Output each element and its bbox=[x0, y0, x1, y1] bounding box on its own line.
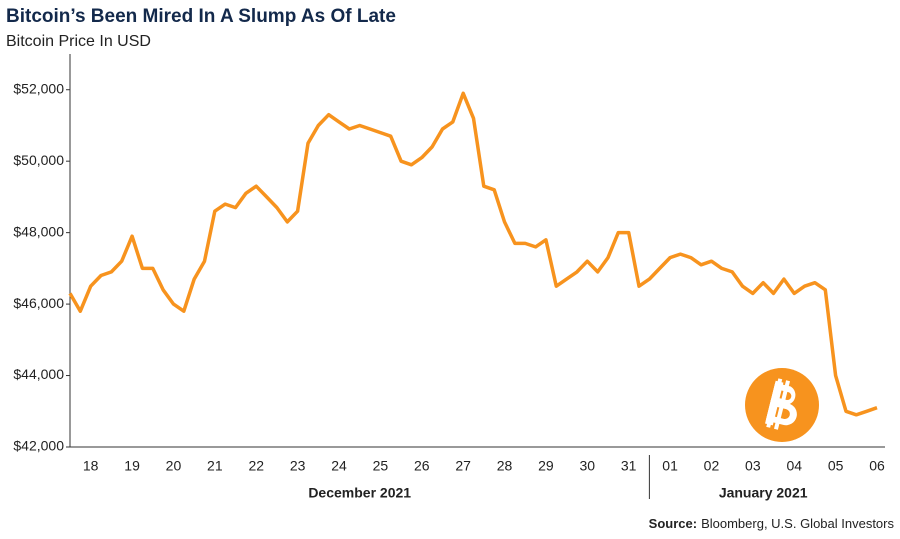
x-tick-label: 31 bbox=[621, 458, 637, 474]
x-tick-label: 03 bbox=[745, 458, 761, 474]
x-tick-label: 25 bbox=[373, 458, 389, 474]
chart-subtitle: Bitcoin Price In USD bbox=[6, 33, 151, 50]
x-tick-label: 24 bbox=[331, 458, 347, 474]
bitcoin-logo bbox=[745, 368, 819, 442]
x-tick-label: 19 bbox=[124, 458, 140, 474]
source: Source: Bloomberg, U.S. Global Investors bbox=[649, 516, 895, 531]
x-tick-label: 04 bbox=[786, 458, 802, 474]
x-tick-label: 23 bbox=[290, 458, 306, 474]
x-tick-label: 05 bbox=[828, 458, 844, 474]
x-tick-label: 30 bbox=[580, 458, 596, 474]
y-tick-label: $42,000 bbox=[13, 438, 64, 454]
x-tick-label: 22 bbox=[248, 458, 264, 474]
x-tick-label: 06 bbox=[869, 458, 885, 474]
source-text: Bloomberg, U.S. Global Investors bbox=[701, 516, 894, 531]
x-group-label: January 2021 bbox=[719, 485, 808, 501]
chart-title: Bitcoin’s Been Mired In A Slump As Of La… bbox=[6, 6, 396, 27]
x-tick-label: 29 bbox=[538, 458, 554, 474]
x-group-label: December 2021 bbox=[308, 485, 411, 501]
x-tick-label: 28 bbox=[497, 458, 513, 474]
price-line bbox=[68, 91, 878, 417]
source-label: Source: bbox=[649, 516, 697, 531]
x-tick-label: 02 bbox=[704, 458, 720, 474]
x-tick-label: 18 bbox=[83, 458, 99, 474]
y-tick-label: $52,000 bbox=[13, 80, 64, 96]
y-tick-label: $50,000 bbox=[13, 152, 64, 168]
x-tick-label: 26 bbox=[414, 458, 430, 474]
x-tick-label: 01 bbox=[662, 458, 678, 474]
y-tick-label: $46,000 bbox=[13, 295, 64, 311]
x-tick-label: 21 bbox=[207, 458, 223, 474]
y-tick-label: $48,000 bbox=[13, 223, 64, 239]
x-tick-label: 20 bbox=[166, 458, 182, 474]
x-tick-label: 27 bbox=[455, 458, 471, 474]
y-tick-label: $44,000 bbox=[13, 366, 64, 382]
